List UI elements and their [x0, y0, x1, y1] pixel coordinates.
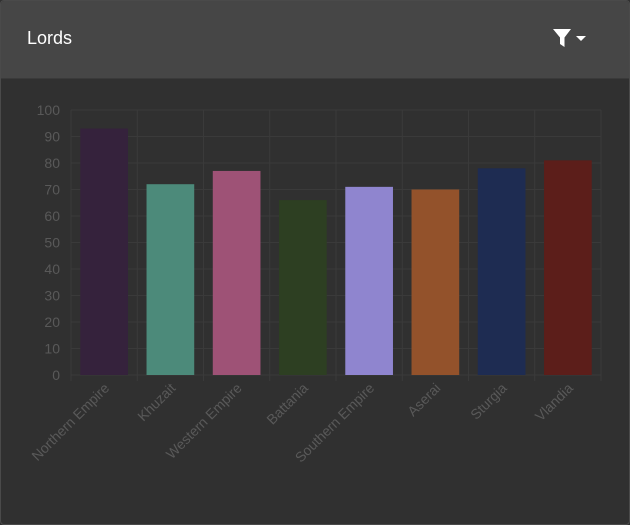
x-tick-label: Northern Empire	[28, 380, 112, 464]
bar-southern-empire	[345, 186, 393, 375]
bar-western-empire	[212, 170, 261, 375]
y-tick-label: 40	[44, 261, 60, 277]
caret-down-icon	[576, 36, 586, 41]
x-tick-label: Aserai	[404, 380, 443, 419]
y-tick-label: 20	[44, 314, 60, 330]
bar-sturgia	[477, 168, 526, 375]
bar-battania	[279, 200, 327, 375]
y-tick-label: 60	[44, 208, 60, 224]
bar-chart: 0 10 20 30 40 50 60 70 80 90 100 Northern Empire Khu…	[28, 102, 602, 465]
x-tick-label: Khuzait	[134, 380, 178, 424]
bar-aserai	[411, 189, 460, 375]
y-tick-label: 0	[52, 367, 60, 383]
y-tick-label: 80	[44, 155, 60, 171]
filter-icon	[553, 29, 571, 47]
y-tick-label: 100	[37, 102, 61, 118]
y-tick-label: 90	[44, 129, 60, 145]
y-tick-label: 70	[44, 182, 60, 198]
bar-northern-empire	[80, 128, 128, 375]
y-tick-label: 10	[44, 341, 60, 357]
bar-khuzait	[146, 184, 195, 375]
x-tick-label: Sturgia	[467, 380, 510, 423]
x-tick-label: Battania	[263, 380, 311, 428]
x-tick-label: Vlandia	[532, 380, 576, 424]
panel-title: Lords	[27, 28, 73, 48]
panel-header: Lords	[1, 1, 629, 79]
y-tick-label: 50	[44, 235, 60, 251]
y-tick-label: 30	[44, 288, 60, 304]
filter-dropdown-button[interactable]	[549, 25, 591, 53]
bar-vlandia	[544, 160, 592, 375]
